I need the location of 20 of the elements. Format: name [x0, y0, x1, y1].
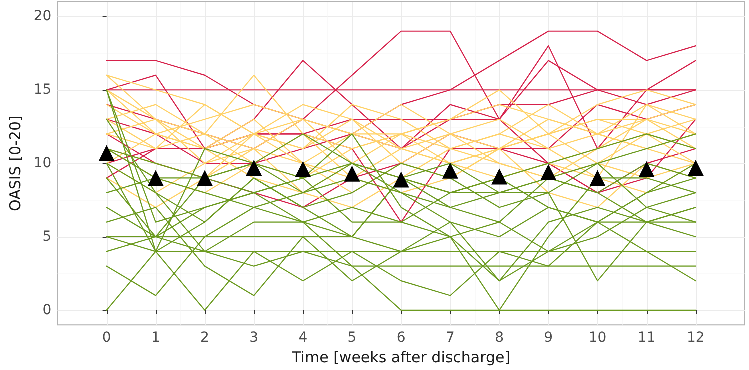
y-tick-label: 20 — [34, 8, 52, 25]
x-tick-label: 8 — [495, 330, 504, 346]
x-tick-label: 4 — [298, 330, 308, 346]
x-axis-title: Time [weeks after discharge] — [291, 348, 511, 366]
y-tick-label: 15 — [34, 82, 52, 98]
x-tick-label: 2 — [200, 330, 210, 346]
x-tick-label: 10 — [588, 330, 607, 346]
x-tick-label: 9 — [544, 330, 554, 346]
x-tick-label: 3 — [250, 330, 259, 346]
x-tick-label: 7 — [446, 330, 455, 346]
y-tick-label: 0 — [42, 302, 52, 318]
x-tick-label: 1 — [151, 330, 160, 346]
x-tick-label: 11 — [638, 330, 656, 346]
x-tick-label: 6 — [396, 330, 406, 346]
x-tick-label: 12 — [686, 330, 705, 346]
x-tick-label: 5 — [348, 330, 357, 346]
y-axis-title: OASIS [0-20] — [6, 116, 24, 212]
y-tick-label: 5 — [42, 228, 52, 245]
x-tick-label: 0 — [102, 330, 112, 346]
y-tick-label: 10 — [34, 156, 52, 172]
